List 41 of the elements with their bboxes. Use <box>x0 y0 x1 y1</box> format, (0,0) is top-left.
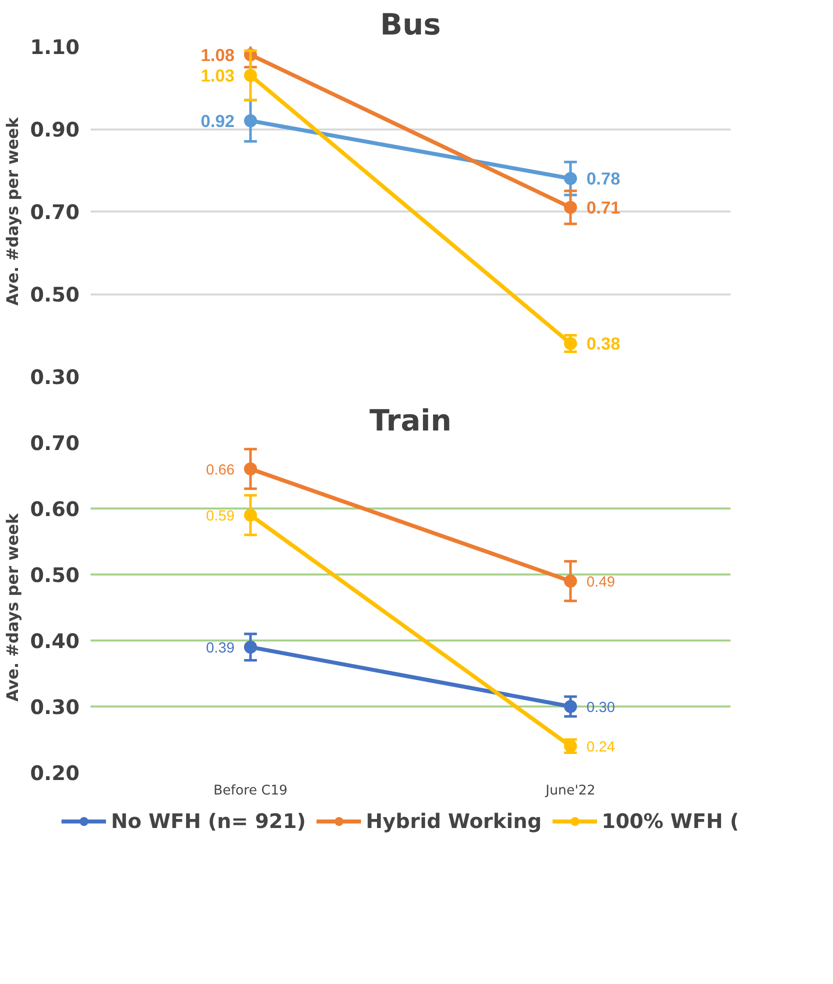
data-label: 1.08 <box>200 44 235 65</box>
point <box>244 462 257 476</box>
y-tick-label: 0.90 <box>30 118 80 142</box>
data-label: 0.59 <box>206 508 235 525</box>
data-label: 0.38 <box>586 334 621 354</box>
data-label: 0.49 <box>586 574 616 591</box>
point <box>564 200 577 214</box>
point <box>244 114 257 128</box>
legend-label: No WFH (n= 921) <box>111 809 306 833</box>
chart-title: Bus <box>380 8 441 42</box>
y-tick-label: 0.30 <box>30 695 80 719</box>
y-tick-label: 0.50 <box>30 563 80 587</box>
x-tick-label: June'22 <box>544 784 596 798</box>
y-tick-label: 0.50 <box>30 282 80 306</box>
legend-label: 100% WFH ( <box>602 809 739 833</box>
data-label: 1.03 <box>200 65 235 86</box>
y-tick-label: 0.70 <box>30 200 80 224</box>
y-axis-title: Ave. #days per week <box>3 512 22 702</box>
y-tick-label: 1.10 <box>30 35 80 59</box>
y-tick-label: 0.20 <box>30 761 80 785</box>
point <box>244 640 257 654</box>
chart-title: Train <box>370 404 452 438</box>
data-label: 0.78 <box>586 168 621 188</box>
y-tick-label: 0.40 <box>30 629 80 653</box>
point <box>564 700 577 713</box>
point <box>564 574 577 588</box>
point <box>564 337 577 350</box>
data-label: 0.92 <box>200 110 235 131</box>
y-tick-label: 0.70 <box>30 431 80 455</box>
y-tick-label: 0.30 <box>30 365 80 389</box>
data-label: 0.71 <box>586 197 621 218</box>
legend-label: Hybrid Working <box>366 809 542 833</box>
point <box>244 508 257 522</box>
y-tick-label: 0.60 <box>30 497 80 521</box>
data-label: 0.24 <box>586 740 616 756</box>
data-label: 0.66 <box>206 462 235 478</box>
point <box>244 68 257 82</box>
point <box>564 172 577 185</box>
y-axis-title: Ave. #days per week <box>3 116 22 306</box>
data-label: 0.39 <box>206 640 235 657</box>
x-tick-label: Before C19 <box>213 784 288 798</box>
